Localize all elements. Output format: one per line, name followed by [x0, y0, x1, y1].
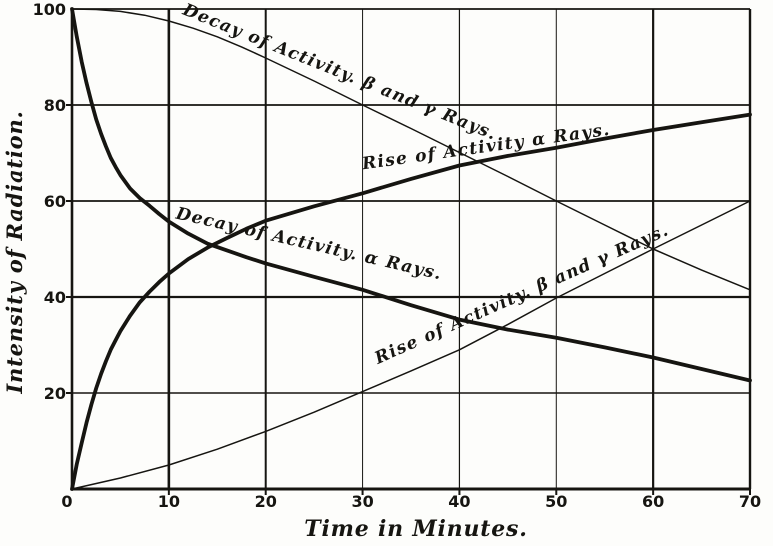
axis-ticks [66, 104, 751, 495]
y-tick-label-20: 20 [44, 384, 66, 403]
y-tick-label-40: 40 [44, 288, 66, 307]
x-tick-label-70: 70 [739, 492, 761, 511]
y-axis-title: Intensity of Radiation. [2, 110, 27, 394]
y-tick-label-80: 80 [44, 96, 66, 115]
curve-label-rise-beta-gamma-rays: Rise of Activity. β and γ Rays. [371, 220, 672, 369]
curve-labels: Decay of Activity. β and γ Rays. Rise of … [173, 0, 672, 369]
x-tick-label-60: 60 [642, 492, 664, 511]
x-tick-label-50: 50 [545, 492, 567, 511]
y-tick-label-60: 60 [44, 192, 66, 211]
x-axis-title: Time in Minutes. [304, 516, 527, 542]
x-tick-label-40: 40 [448, 492, 470, 511]
curve-rise-beta-gamma-rays [71, 200, 751, 490]
curve-decay-alpha-rays [70, 7, 752, 383]
curves [70, 7, 752, 491]
curve-rise-alpha-rays [70, 112, 752, 491]
x-tick-label-0: 0 [61, 492, 72, 511]
x-tick-label-20: 20 [255, 492, 277, 511]
curve-decay-beta-gamma-rays [71, 8, 751, 291]
plot-frame [70, 8, 752, 491]
x-tick-label-30: 30 [351, 492, 373, 511]
y-tick-label-100: 100 [33, 0, 66, 19]
curve-label-decay-beta-gamma-rays: Decay of Activity. β and γ Rays. [179, 0, 500, 145]
x-tick-label-10: 10 [158, 492, 180, 511]
axis-tick-labels: 0 10 20 30 40 50 60 70 20 40 60 80 100 [33, 0, 762, 511]
